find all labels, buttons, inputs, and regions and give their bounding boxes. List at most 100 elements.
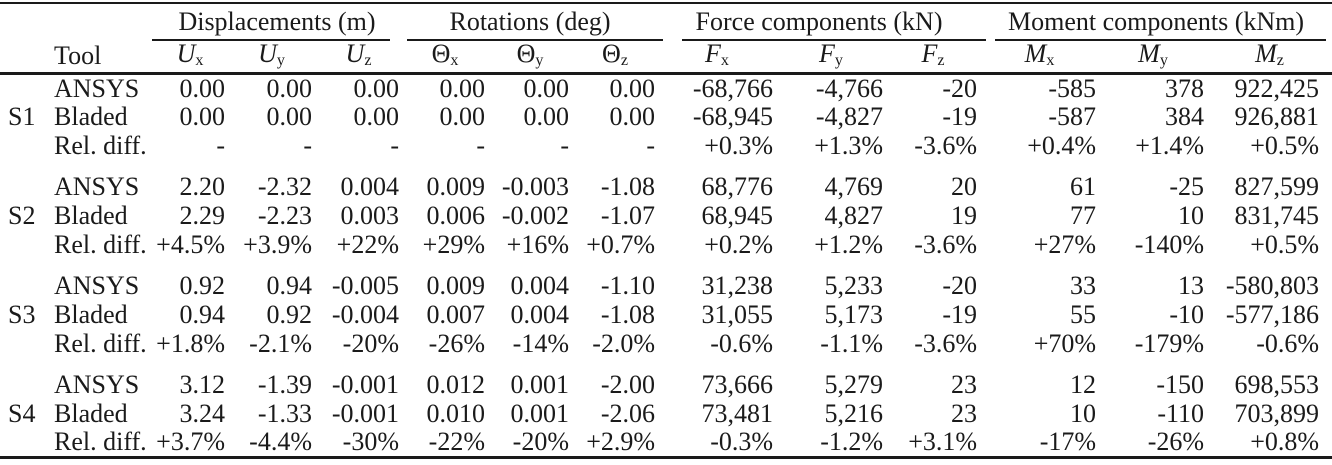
value-cell: 698,553 [1234, 370, 1320, 400]
tool-cell: ANSYS [54, 370, 140, 400]
value-cell: 10 [1178, 201, 1205, 231]
value-cell: +1.8% [156, 329, 225, 359]
section-spacer-cell [0, 260, 1332, 272]
column-subscript: y [276, 51, 285, 69]
column-header-row: Tool Ux Uy Uz Θx Θy Θz Fx Fy Fz Mx My Mz [0, 39, 1332, 76]
tool-cell: ANSYS [54, 271, 140, 301]
tool-cell: Bladed [54, 102, 128, 132]
value-cell: 23 [951, 370, 978, 400]
column-header-uy: Uy [228, 40, 315, 76]
value-cell: 0.00 [439, 102, 486, 132]
value-cell: -19 [942, 300, 978, 330]
value-cell: -0.004 [331, 300, 399, 330]
value-cell: 3.12 [179, 370, 226, 400]
value-cell: 0.00 [266, 73, 313, 103]
value-cell: 12 [1070, 370, 1097, 400]
column-symbol: F [819, 39, 835, 68]
column-group-header: Force components (kN) [658, 3, 987, 41]
column-subscript: y [1159, 51, 1168, 69]
value-cell: +22% [336, 230, 399, 260]
value-cell: -577,186 [1225, 300, 1320, 330]
column-header-θz: Θz [572, 40, 659, 76]
column-group-label: Rotations (deg) [449, 7, 611, 37]
value-cell: 0.009 [426, 172, 486, 202]
value-cell: - [560, 131, 569, 161]
value-cell: 0.00 [179, 102, 226, 132]
value-cell: -179% [1134, 329, 1205, 359]
section-label: S3 [8, 300, 36, 330]
column-header-uz: Uz [315, 39, 402, 76]
tool-cell: Rel. diff. [54, 230, 147, 260]
value-cell: 19 [951, 201, 978, 231]
table-row: S1 Bladed 0.00 0.00 0.00 0.00 0.00 0.00 -68,945 -… [0, 103, 1332, 132]
value-cell: -585 [1048, 73, 1097, 103]
section-label [0, 272, 46, 301]
value-cell: -1.1% [820, 329, 884, 359]
value-cell: +0.5% [1250, 131, 1320, 161]
value-cell: -1.10 [600, 271, 656, 301]
value-cell: - [216, 131, 225, 161]
value-cell: -68,766 [692, 73, 774, 103]
column-group-label: Moment components (kNm) [1007, 7, 1305, 37]
column-header-fz: Fz [886, 39, 981, 76]
value-cell: -0.6% [710, 329, 774, 359]
table-row: Rel. diff. +1.8% -2.1% -20% -26% -14% -2.0% -0.… [0, 330, 1332, 359]
value-cell: -26% [428, 329, 485, 359]
value-cell: 0.00 [353, 102, 400, 132]
section-label [0, 428, 46, 460]
section-spacer [0, 260, 1332, 272]
section-label: S2 [8, 201, 36, 231]
section-label [0, 231, 46, 260]
value-cell: -0.001 [331, 399, 399, 429]
value-cell: -580,803 [1225, 271, 1320, 301]
column-symbol: M [1138, 39, 1160, 68]
value-cell: 0.001 [510, 399, 570, 429]
value-cell: -4.4% [228, 429, 315, 460]
value-cell: 0.00 [439, 73, 486, 103]
value-cell: -2.06 [600, 399, 656, 429]
tool-cell: Bladed [54, 300, 128, 330]
value-cell: +1.2% [814, 230, 884, 260]
value-cell: +27% [1033, 230, 1097, 260]
value-cell: 4,827 [824, 201, 884, 231]
value-cell: 0.00 [353, 73, 400, 103]
value-cell: 61 [1070, 172, 1097, 202]
value-cell: 5,216 [824, 399, 884, 429]
value-cell: 827,599 [1234, 172, 1320, 202]
value-cell: - [303, 131, 312, 161]
column-symbol: Θ [516, 39, 536, 68]
table-row: S4 Bladed 3.24 -1.33 -0.001 0.010 0.001 -2.06 73… [0, 400, 1332, 429]
column-symbol: U [345, 39, 365, 68]
value-cell: -68,945 [692, 102, 774, 132]
column-group-header: Moment components (kNm) [980, 3, 1332, 41]
value-cell: -0.002 [501, 201, 569, 231]
column-subscript: x [195, 51, 204, 69]
value-cell: -2.0% [592, 329, 656, 359]
value-cell: +2.9% [572, 429, 659, 460]
column-symbol: F [921, 39, 938, 68]
value-cell: 73,481 [701, 399, 774, 429]
value-cell: -4,827 [815, 102, 884, 132]
value-cell: -3.6% [914, 131, 978, 161]
value-cell: 0.00 [523, 73, 570, 103]
value-cell: 0.00 [179, 73, 226, 103]
table-row: ANSYS 3.12 -1.39 -0.001 0.012 0.001 -2.00 73,66… [0, 371, 1332, 400]
value-cell: +1.4% [1135, 131, 1205, 161]
table-row: S2 Bladed 2.29 -2.23 0.003 0.006 -0.002 -1.07 68… [0, 202, 1332, 231]
value-cell: -3.6% [914, 329, 978, 359]
column-header-θy: Θy [488, 39, 572, 76]
value-cell: 4,769 [824, 172, 884, 202]
column-symbol: M [1255, 39, 1277, 68]
value-cell: 5,279 [824, 370, 884, 400]
column-subscript: z [1276, 51, 1284, 69]
value-cell: -2.32 [257, 172, 312, 202]
section-label [0, 173, 46, 202]
value-cell: 0.004 [510, 300, 570, 330]
value-cell: -2.00 [600, 370, 656, 400]
column-subscript: x [720, 51, 729, 69]
header-corner-cell [0, 3, 152, 41]
value-cell: +1.3% [814, 131, 884, 161]
value-cell: 0.010 [426, 399, 486, 429]
value-cell: 68,945 [701, 201, 774, 231]
